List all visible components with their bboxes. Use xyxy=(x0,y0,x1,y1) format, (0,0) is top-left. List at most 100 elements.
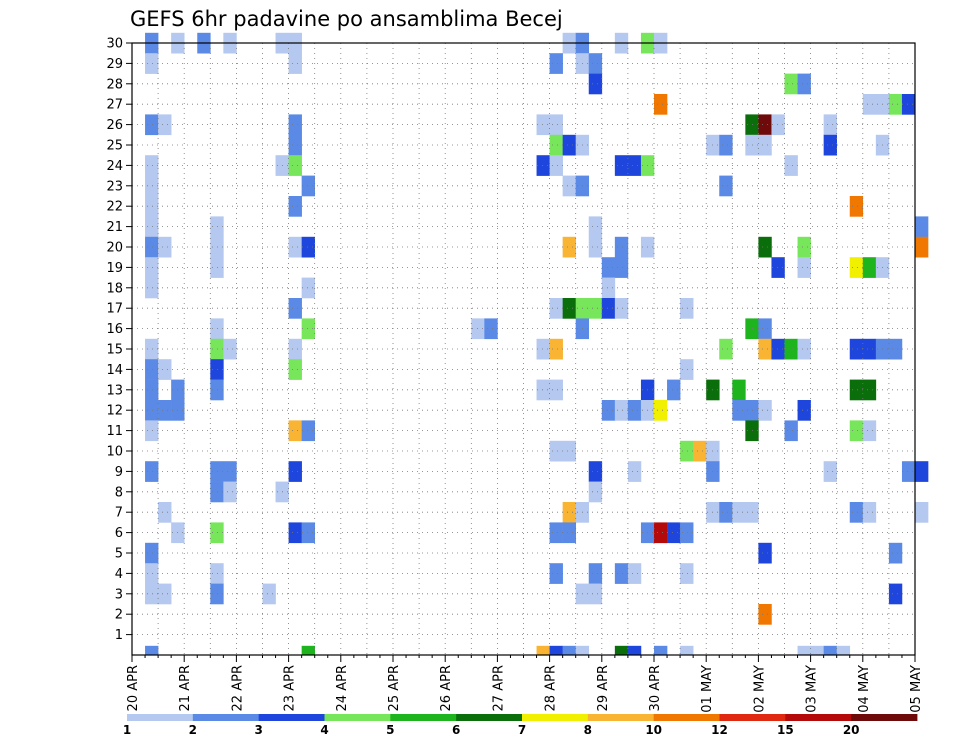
heatmap-cell xyxy=(210,216,224,238)
x-tick-label: 24 APR xyxy=(335,665,350,711)
x-tick-label: 01 MAY xyxy=(700,665,715,713)
heatmap-cell xyxy=(549,379,563,401)
heatmap-cell xyxy=(536,155,550,176)
heatmap-cell xyxy=(849,338,864,360)
heatmap-cell xyxy=(758,134,772,156)
y-tick-label: 6 xyxy=(115,526,123,541)
x-tick-label: 25 APR xyxy=(387,665,402,711)
heatmap-cell xyxy=(758,542,772,564)
heatmap-cell xyxy=(614,563,629,584)
x-tick-label: 22 APR xyxy=(230,665,245,711)
heatmap-cell xyxy=(862,257,877,278)
heatmap-cell xyxy=(210,461,224,482)
heatmap-cell xyxy=(288,420,302,442)
y-tick-label: 11 xyxy=(106,424,123,439)
heatmap-cell xyxy=(784,420,798,442)
heatmap-cell xyxy=(145,563,159,584)
y-tick-label: 10 xyxy=(106,445,123,460)
heatmap-cell xyxy=(549,338,563,360)
y-tick-label: 9 xyxy=(115,465,123,480)
heatmap-cell xyxy=(223,461,237,482)
y-tick-label: 3 xyxy=(115,587,123,602)
heatmap-cell xyxy=(667,522,681,544)
heatmap-cell xyxy=(588,53,603,74)
heatmap-cell xyxy=(210,338,224,360)
heatmap-cell xyxy=(680,563,694,584)
y-tick-label: 7 xyxy=(115,506,123,521)
x-tick-label: 20 APR xyxy=(126,665,141,711)
data-cells xyxy=(145,32,929,656)
heatmap-cell xyxy=(301,522,315,544)
heatmap-cell xyxy=(627,461,642,482)
heatmap-cell xyxy=(654,522,668,544)
heatmap-cell xyxy=(823,645,837,656)
heatmap-cell xyxy=(158,400,172,421)
heatmap-cell xyxy=(588,216,603,238)
heatmap-cell xyxy=(680,522,694,544)
y-tick-label: 25 xyxy=(106,139,123,154)
heatmap-cell xyxy=(849,502,864,523)
heatmap-cell xyxy=(301,420,315,442)
heatmap-cell xyxy=(614,257,629,278)
heatmap-cell xyxy=(536,645,550,656)
heatmap-cell xyxy=(614,400,629,421)
heatmap-cell xyxy=(210,563,224,584)
legend-label: 6 xyxy=(452,723,460,737)
heatmap-cell xyxy=(301,236,315,258)
legend-swatch xyxy=(587,714,655,721)
legend-swatch xyxy=(324,714,391,721)
heatmap-cell xyxy=(145,277,159,299)
x-tick-label: 29 APR xyxy=(596,665,611,711)
heatmap-cell xyxy=(667,379,681,401)
x-tick-label: 28 APR xyxy=(544,665,559,711)
heatmap-cell xyxy=(601,298,616,319)
y-tick-label: 23 xyxy=(106,179,123,194)
legend-label: 8 xyxy=(584,723,592,737)
heatmap-cell xyxy=(536,338,550,360)
heatmap-cell xyxy=(301,175,315,197)
heatmap-cell xyxy=(680,298,694,319)
heatmap-cell xyxy=(601,257,616,278)
heatmap-cell xyxy=(823,461,837,482)
x-axis: 20 APR 21 APR 22 APR 23 APR 24 APR 25 APR 26 A… xyxy=(126,655,924,713)
y-tick-label: 14 xyxy=(106,363,123,378)
x-tick-label: 03 MAY xyxy=(805,665,820,713)
heatmap-cell xyxy=(301,277,315,299)
heatmap-cell xyxy=(562,175,576,197)
heatmap-cell xyxy=(758,236,772,258)
y-tick-label: 17 xyxy=(106,302,123,317)
legend-label: 10 xyxy=(645,723,662,737)
heatmap-cell xyxy=(901,461,916,482)
heatmap-cell xyxy=(223,338,237,360)
y-tick-label: 30 xyxy=(106,37,123,52)
heatmap-cell xyxy=(797,73,811,95)
y-tick-label: 8 xyxy=(115,485,123,500)
heatmap-cell xyxy=(784,73,798,95)
heatmap-cell xyxy=(145,645,159,656)
heatmap-cell xyxy=(158,583,172,605)
legend-label: 4 xyxy=(320,723,328,737)
heatmap-cell xyxy=(732,379,746,401)
heatmap-cell xyxy=(614,236,629,258)
legend-label: 3 xyxy=(254,723,262,737)
heatmap-cell xyxy=(288,359,302,380)
heatmap-cell xyxy=(158,114,172,136)
legend-label: 15 xyxy=(777,723,794,737)
legend-swatch xyxy=(719,714,786,721)
heatmap-cell xyxy=(145,542,159,564)
heatmap-cell xyxy=(145,359,159,380)
heatmap-cell xyxy=(484,318,498,340)
heatmap-cell xyxy=(849,420,864,442)
heatmap-cell xyxy=(210,359,224,380)
y-tick-label: 27 xyxy=(106,98,123,113)
y-tick-label: 18 xyxy=(106,281,123,296)
heatmap-cell xyxy=(210,318,224,340)
heatmap-cell xyxy=(145,583,159,605)
y-tick-label: 22 xyxy=(106,200,123,215)
heatmap-cell xyxy=(810,645,824,656)
heatmap-cell xyxy=(771,338,785,360)
heatmap-cell xyxy=(536,114,550,136)
y-tick-label: 13 xyxy=(106,383,123,398)
heatmap-cell xyxy=(301,318,315,340)
heatmap-cell xyxy=(797,400,811,421)
